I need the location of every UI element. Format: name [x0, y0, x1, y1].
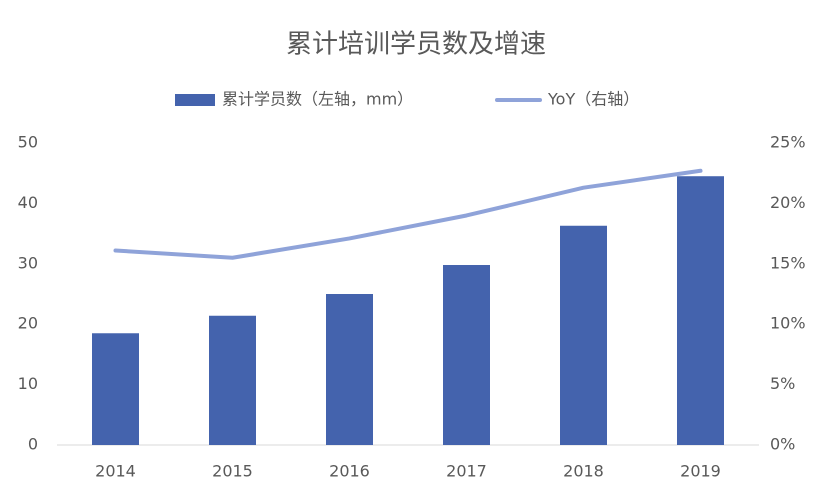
y-tick-label: 30	[18, 253, 38, 272]
bar	[326, 294, 373, 445]
line	[113, 168, 703, 260]
chart-title: 累计培训学员数及增速	[286, 30, 546, 60]
y-tick-label: 0	[28, 435, 38, 454]
y-tick-label: 10	[18, 374, 38, 393]
x-tick-label: 2014	[95, 462, 136, 481]
y2-tick-label: 5%	[770, 374, 795, 393]
x-tick-label: 2016	[329, 462, 370, 481]
y-tick-label: 40	[18, 193, 38, 212]
y2-tick-label: 20%	[770, 193, 806, 212]
x-tick-label: 2019	[680, 462, 721, 481]
bar	[560, 225, 607, 445]
y-tick-label: 50	[18, 133, 38, 152]
legend-swatch	[175, 94, 215, 106]
bar	[677, 176, 724, 445]
y-tick-label: 20	[18, 314, 38, 333]
y2-tick-label: 25%	[770, 133, 806, 152]
bar	[209, 315, 256, 445]
x-tick-label: 2018	[563, 462, 604, 481]
y2-tick-label: 10%	[770, 314, 806, 333]
bar	[443, 265, 490, 445]
y2-tick-label: 0%	[770, 435, 795, 454]
x-tick-label: 2017	[446, 462, 487, 481]
bar	[92, 333, 139, 445]
legend-label: 累计学员数（左轴，mm）	[222, 90, 413, 109]
legend-label: YoY（右轴）	[547, 90, 639, 109]
x-tick-label: 2015	[212, 462, 253, 481]
y2-tick-label: 15%	[770, 253, 806, 272]
